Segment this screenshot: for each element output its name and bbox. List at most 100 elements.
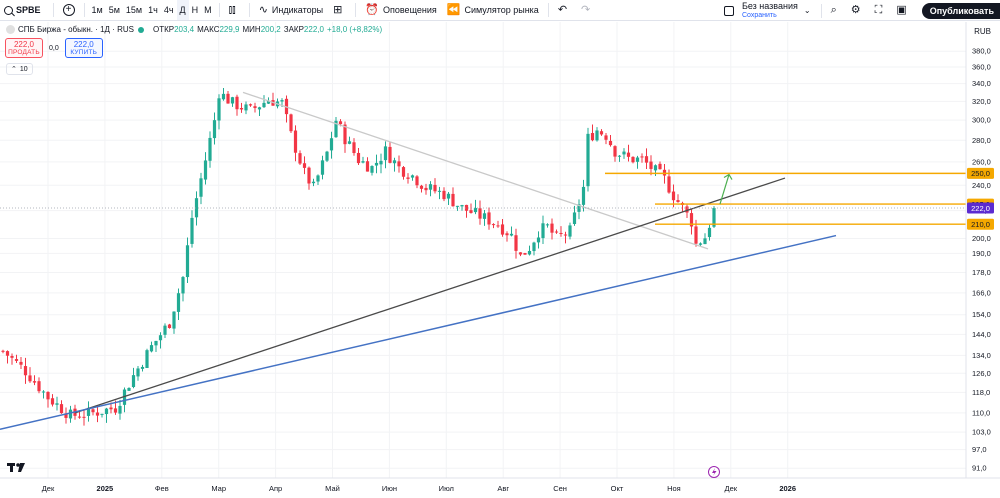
- downtrend-line: [242, 91, 709, 250]
- x-tick-label: Май: [325, 484, 340, 493]
- candle-body: [136, 368, 140, 377]
- toolbar-divider: [52, 3, 54, 17]
- price-badge: 222,0: [967, 202, 994, 214]
- y-tick-label: 166,0: [972, 288, 991, 297]
- candle-body: [32, 381, 37, 383]
- compare-button[interactable]: +: [58, 0, 80, 20]
- alerts-label: Оповещения: [383, 5, 437, 15]
- indicators-button[interactable]: ∿ Индикаторы: [254, 0, 328, 20]
- layout-switcher[interactable]: Без названия Сохранить ⌄: [718, 0, 817, 21]
- indicator-count: 10: [19, 65, 28, 73]
- timeframe-button[interactable]: Н: [191, 5, 199, 15]
- candle-body: [617, 155, 622, 157]
- candle: [577, 199, 581, 220]
- candle-body: [68, 409, 73, 419]
- fullscreen-button[interactable]: ⛶: [870, 0, 892, 21]
- candle-body: [293, 130, 298, 153]
- layout-icon: [723, 5, 734, 16]
- candle-body: [329, 138, 334, 151]
- candle-body: [82, 416, 86, 418]
- timeframe-button[interactable]: 5м: [108, 5, 120, 15]
- candle-body: [298, 153, 302, 164]
- y-tick-label: 190,0: [972, 249, 991, 258]
- candle: [203, 152, 208, 185]
- sell-price: 222,0: [13, 39, 35, 49]
- candle-body: [140, 366, 145, 369]
- candle-body: [226, 93, 230, 104]
- candle: [617, 155, 622, 162]
- symbol-label: SPBE: [16, 5, 41, 15]
- publish-button[interactable]: Опубликовать: [921, 2, 1000, 19]
- candle-body: [536, 237, 541, 243]
- snapshot-button[interactable]: ▣: [891, 0, 915, 21]
- legend-title[interactable]: СПБ Биржа - обыкн. · 1Д · RUS: [18, 25, 134, 34]
- candle: [217, 94, 221, 130]
- candle-body: [563, 234, 568, 236]
- logo-part: [16, 463, 20, 467]
- candle-body: [644, 156, 649, 163]
- candle: [500, 219, 505, 237]
- candle: [100, 413, 104, 418]
- candle: [640, 153, 644, 163]
- chart-type-button[interactable]: ⫾⫾: [224, 0, 245, 20]
- candle: [685, 204, 689, 219]
- candle-body: [361, 161, 365, 163]
- timeframe-button[interactable]: М: [204, 5, 212, 15]
- candle: [532, 241, 536, 256]
- candle-body: [595, 130, 599, 141]
- support-trend-line: [74, 177, 786, 414]
- timeframe-button[interactable]: Д: [176, 0, 189, 20]
- candle: [455, 205, 460, 211]
- candle: [118, 399, 122, 420]
- candle: [298, 150, 302, 165]
- indicators-toggle[interactable]: ⌃ 10: [6, 63, 33, 75]
- redo-button[interactable]: ↷: [576, 0, 599, 20]
- alerts-button[interactable]: ⏰ Оповещения: [360, 0, 441, 20]
- templates-button[interactable]: ⊞: [328, 0, 351, 20]
- candle-body: [334, 120, 338, 138]
- search-icon: [4, 5, 13, 15]
- quick-search-button[interactable]: ⌕: [826, 0, 846, 21]
- candle: [311, 178, 316, 187]
- candle-body: [442, 190, 446, 200]
- buy-button[interactable]: 222,0 КУПИТЬ: [64, 38, 103, 58]
- symbol-search[interactable]: SPBE: [0, 0, 49, 20]
- sell-button[interactable]: 222,0 ПРОДАТЬ: [5, 38, 43, 58]
- candle-body: [167, 324, 172, 329]
- candle-body: [586, 133, 590, 187]
- candle: [473, 199, 478, 215]
- candle-body: [698, 243, 703, 245]
- candle: [289, 113, 293, 134]
- timeframe-button[interactable]: 15м: [125, 5, 143, 15]
- settings-button[interactable]: ⚙: [846, 0, 870, 21]
- candle-body: [19, 361, 23, 365]
- undo-button[interactable]: ↶: [553, 0, 576, 20]
- price-badge: 250,0: [967, 167, 994, 179]
- candle-body: [212, 120, 217, 139]
- candle-body: [631, 156, 635, 163]
- candle-body: [185, 245, 190, 278]
- candle: [392, 157, 397, 172]
- y-tick-label: 144,0: [972, 330, 991, 339]
- candle: [181, 276, 185, 302]
- buy-price: 222,0: [73, 39, 94, 49]
- currency-label[interactable]: RUB: [974, 27, 991, 36]
- timeframe-button[interactable]: 1м: [91, 5, 103, 15]
- timeframe-button[interactable]: 1ч: [148, 5, 158, 15]
- timeframe-button[interactable]: 4ч: [163, 5, 174, 15]
- candle: [104, 407, 109, 423]
- candle: [131, 367, 136, 389]
- candle: [595, 127, 599, 142]
- candle-body: [37, 381, 41, 392]
- y-tick-label: 240,0: [972, 181, 991, 190]
- time-axis: Дек 2025 Фев Мар Апр Май Июн Июл Авг Сен Окт Ноя Дек…: [0, 477, 1000, 493]
- candle-body: [599, 131, 604, 135]
- candle-body: [221, 93, 226, 100]
- candle: [163, 323, 167, 338]
- candle: [50, 394, 55, 407]
- candle-body: [460, 205, 464, 207]
- candle: [14, 354, 19, 363]
- replay-button[interactable]: ⏪ Симулятор рынка: [442, 0, 544, 20]
- candle-body: [424, 187, 428, 191]
